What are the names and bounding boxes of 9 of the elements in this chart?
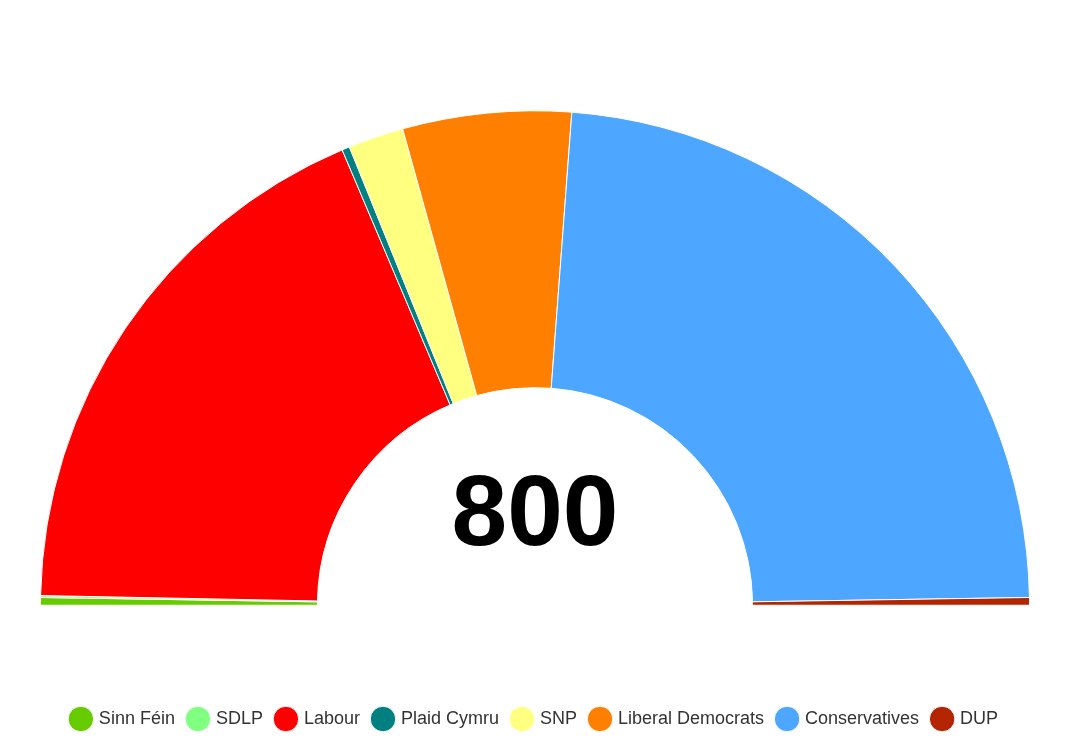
legend-label: DUP	[960, 707, 999, 728]
legend-label: Sinn Féin	[98, 707, 175, 728]
legend-label: Conservatives	[805, 707, 920, 728]
legend-label: Liberal Democrats	[618, 707, 765, 728]
text: 800	[451, 454, 619, 567]
legend-label: Labour	[303, 707, 360, 728]
legend-label: Plaid Cymru	[400, 707, 500, 728]
legend-label: SDLP	[215, 707, 263, 728]
legend-label: SNP	[540, 707, 578, 728]
